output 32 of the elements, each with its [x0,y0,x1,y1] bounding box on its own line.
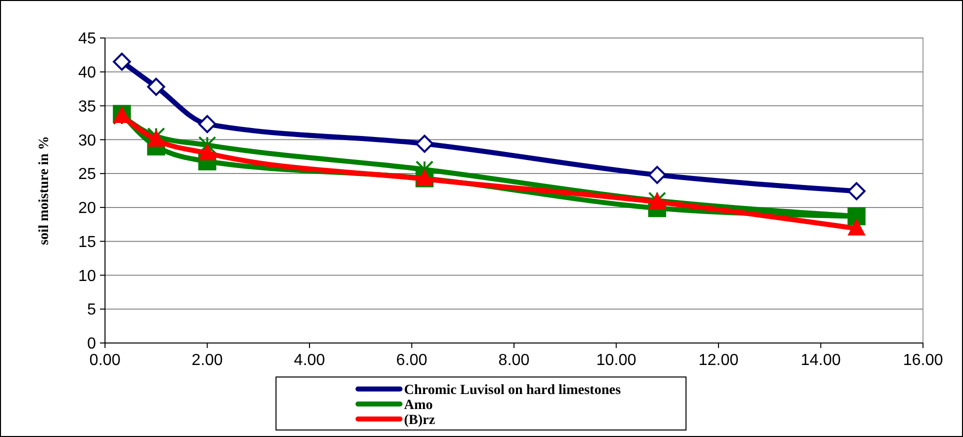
y-tick-label: 15 [78,234,96,251]
point [147,78,166,96]
point [198,143,216,160]
x-tick-label: 0.00 [89,352,121,369]
legend-label: (B)rz [404,412,436,428]
x-tick-label: 6.00 [396,352,428,369]
x-tick-label: 12.00 [698,352,739,369]
y-tick-label: 5 [87,302,96,319]
x-tick-label: 14.00 [800,352,841,369]
y-tick-label: 25 [78,166,96,184]
y-tick-label: 10 [78,268,96,285]
y-tick-label: 0 [87,336,96,353]
y-tick-label: 30 [78,132,96,150]
y-axis-title: soil moisture in % [37,136,52,246]
y-tick-label: 45 [78,30,96,48]
x-tick-label: 10.00 [596,352,636,369]
x-tick-label: 8.00 [498,352,530,369]
point [848,182,866,200]
x-tick-label: 2.00 [192,352,223,369]
point [112,52,131,71]
y-tick-label: 40 [78,64,96,82]
point [198,115,216,134]
point [848,218,866,236]
point [416,134,434,153]
point [648,166,666,184]
x-tick-label: 16.00 [902,352,944,369]
legend-label: Amo [404,398,433,413]
x-tick-label: 4.00 [294,352,326,369]
y-tick-label: 35 [78,98,96,116]
legend-label: Chromic Luvisol on hard limestones [404,382,622,398]
y-tick-label: 20 [78,200,96,218]
point [198,136,216,154]
